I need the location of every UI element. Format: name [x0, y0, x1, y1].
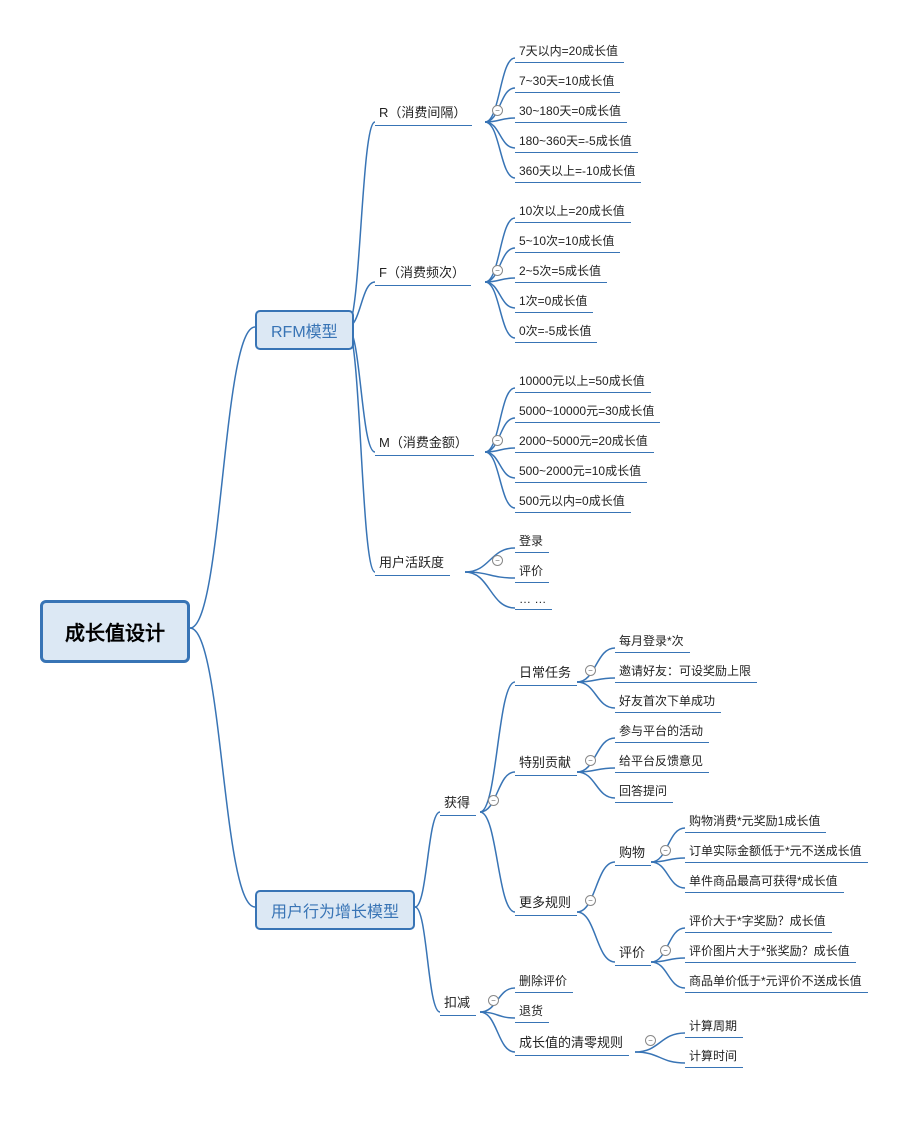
connector-path [347, 327, 375, 572]
connector-path [577, 912, 615, 962]
leaf-r-4: 360天以上=-10成长值 [515, 160, 641, 183]
connector-path [577, 862, 615, 912]
connector-path [635, 1052, 685, 1063]
connector-path [480, 812, 515, 912]
connector-path [485, 122, 515, 148]
leaf-m-13: 500~2000元=10成长值 [515, 460, 647, 483]
collapse-toggle-2[interactable]: − [492, 435, 503, 446]
branch-act[interactable]: 用户活跃度 [375, 550, 450, 576]
leaf-contrib-22: 给平台反馈意见 [615, 750, 709, 773]
leaf-daily-18: 每月登录*次 [615, 630, 690, 653]
leaf-reset-32: 计算周期 [685, 1015, 743, 1038]
collapse-toggle-11[interactable]: − [645, 1035, 656, 1046]
collapse-toggle-5[interactable]: − [488, 995, 499, 1006]
connector-path [190, 628, 255, 907]
branch-review[interactable]: 评价 [615, 940, 651, 966]
category-rfm[interactable]: RFM模型 [255, 310, 354, 350]
collapse-toggle-0[interactable]: − [492, 105, 503, 116]
collapse-toggle-3[interactable]: − [492, 555, 503, 566]
connector-path [577, 738, 615, 772]
leaf-m-11: 5000~10000元=30成长值 [515, 400, 660, 423]
connector-path [577, 648, 615, 682]
branch-f[interactable]: F（消费频次） [375, 260, 471, 286]
connector-path [485, 452, 515, 478]
leaf-f-9: 0次=-5成长值 [515, 320, 597, 343]
leaf-daily-20: 好友首次下单成功 [615, 690, 721, 713]
leaf-shop-26: 单件商品最高可获得*成长值 [685, 870, 844, 893]
connector-path [635, 1033, 685, 1052]
collapse-toggle-10[interactable]: − [660, 945, 671, 956]
collapse-toggle-6[interactable]: − [585, 665, 596, 676]
connector-path [577, 682, 615, 708]
branch-daily[interactable]: 日常任务 [515, 660, 577, 686]
branch-m[interactable]: M（消费金额） [375, 430, 474, 456]
leaf-review-28: 评价图片大于*张奖励？成长值 [685, 940, 856, 963]
root-node[interactable]: 成长值设计 [40, 600, 190, 663]
leaf-shop-24: 购物消费*元奖励1成长值 [685, 810, 826, 833]
collapse-toggle-9[interactable]: − [660, 845, 671, 856]
connector-path [347, 122, 375, 327]
leaf-m-14: 500元以内=0成长值 [515, 490, 631, 513]
connector-path [485, 282, 515, 338]
connector-path [190, 327, 255, 628]
category-behav[interactable]: 用户行为增长模型 [255, 890, 415, 930]
leaf-f-6: 5~10次=10成长值 [515, 230, 620, 253]
leaf-contrib-23: 回答提问 [615, 780, 673, 803]
leaf-act-17: … … [515, 590, 552, 610]
leaf-r-1: 7~30天=10成长值 [515, 70, 620, 93]
leaf-f-8: 1次=0成长值 [515, 290, 593, 313]
leaf-review-29: 商品单价低于*元评价不送成长值 [685, 970, 868, 993]
leaf-m-12: 2000~5000元=20成长值 [515, 430, 654, 453]
connector-path [485, 452, 515, 508]
mindmap-container: 成长值设计 RFM模型用户行为增长模型 R（消费间隔） F（消费频次） M（消费金额） 用… [20, 20, 885, 1106]
connector-path [651, 862, 685, 888]
collapse-toggle-4[interactable]: − [488, 795, 499, 806]
connector-path [577, 772, 615, 798]
leaf-review-27: 评价大于*字奖励？成长值 [685, 910, 832, 933]
leaf-r-2: 30~180天=0成长值 [515, 100, 627, 123]
leaf-ded-31: 退货 [515, 1000, 549, 1023]
leaf-shop-25: 订单实际金额低于*元不送成长值 [685, 840, 868, 863]
branch-more[interactable]: 更多规则 [515, 890, 577, 916]
collapse-toggle-7[interactable]: − [585, 755, 596, 766]
connector-path [415, 812, 440, 907]
leaf-reset-33: 计算时间 [685, 1045, 743, 1068]
branch-ded[interactable]: 扣减 [440, 990, 476, 1016]
connector-path [651, 962, 685, 988]
connector-path [465, 548, 515, 572]
leaf-r-3: 180~360天=-5成长值 [515, 130, 638, 153]
leaf-f-5: 10次以上=20成长值 [515, 200, 631, 223]
leaf-f-7: 2~5次=5成长值 [515, 260, 607, 283]
leaf-ded-30: 删除评价 [515, 970, 573, 993]
collapse-toggle-1[interactable]: − [492, 265, 503, 276]
collapse-toggle-8[interactable]: − [585, 895, 596, 906]
connector-path [415, 907, 440, 1012]
connector-path [485, 282, 515, 308]
branch-contrib[interactable]: 特别贡献 [515, 750, 577, 776]
branch-shop[interactable]: 购物 [615, 840, 651, 866]
branch-reset[interactable]: 成长值的清零规则 [515, 1030, 629, 1056]
connector-path [485, 122, 515, 178]
leaf-m-10: 10000元以上=50成长值 [515, 370, 651, 393]
branch-r[interactable]: R（消费间隔） [375, 100, 472, 126]
connector-path [480, 1012, 515, 1018]
leaf-act-15: 登录 [515, 530, 549, 553]
leaf-daily-19: 邀请好友：可设奖励上限 [615, 660, 757, 683]
branch-gain[interactable]: 获得 [440, 790, 476, 816]
leaf-r-0: 7天以内=20成长值 [515, 40, 624, 63]
leaf-act-16: 评价 [515, 560, 549, 583]
leaf-contrib-21: 参与平台的活动 [615, 720, 709, 743]
